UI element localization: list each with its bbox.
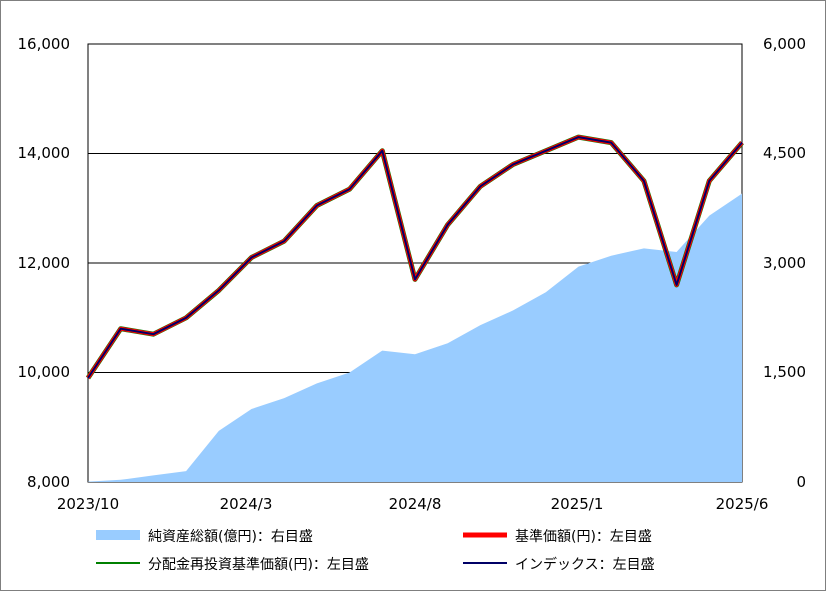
y-left-tick-label: 12,000 xyxy=(18,254,71,272)
y-right-tick-label: 0 xyxy=(796,473,806,491)
y-left-tick-label: 10,000 xyxy=(18,363,71,381)
y-right-tick-label: 6,000 xyxy=(763,35,806,53)
legend-label-index: インデックス：左目盛 xyxy=(515,556,655,573)
legend: 純資産総額(億円)：右目盛 基準価額(円)：左目盛 分配金再投資基準価額(円)：… xyxy=(96,528,655,573)
x-tick-label: 2024/8 xyxy=(389,495,442,513)
y-left-tick-label: 14,000 xyxy=(18,144,71,162)
y-right-tick-label: 1,500 xyxy=(763,363,806,381)
y-right-tick-label: 3,000 xyxy=(763,254,806,272)
legend-swatch-net-assets xyxy=(96,530,140,540)
series-line-index xyxy=(87,136,743,379)
x-tick-label: 2025/6 xyxy=(716,495,769,513)
y-right-tick-label: 4,500 xyxy=(763,144,806,162)
legend-label-net-assets: 純資産総額(億円)：右目盛 xyxy=(148,529,313,545)
x-tick-label: 2025/1 xyxy=(551,495,604,513)
y-left-tick-label: 8,000 xyxy=(27,473,70,491)
y-left-tick-label: 16,000 xyxy=(18,35,71,53)
legend-label-nav: 基準価額(円)：左目盛 xyxy=(515,528,652,545)
legend-label-reinvested-nav: 分配金再投資基準価額(円)：左目盛 xyxy=(148,556,369,573)
x-tick-label: 2023/10 xyxy=(57,495,119,513)
net-assets-area xyxy=(88,193,742,482)
x-tick-label: 2024/3 xyxy=(220,495,273,513)
